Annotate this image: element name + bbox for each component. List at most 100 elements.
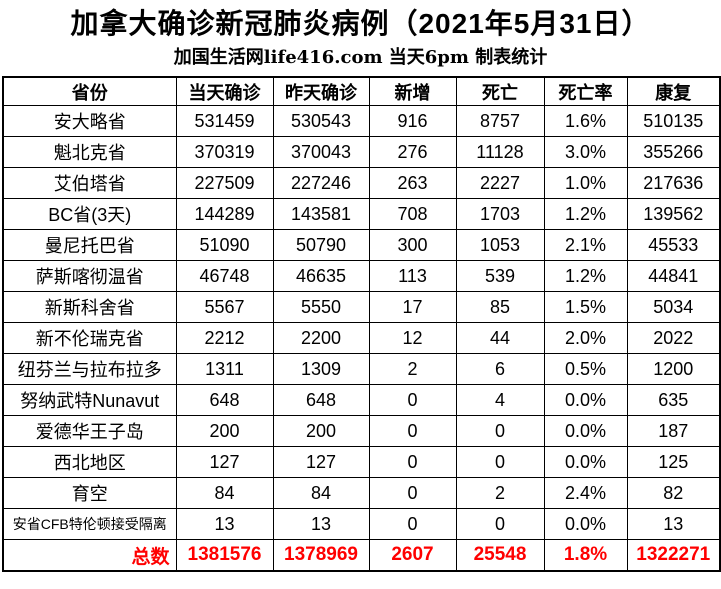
value-cell: 510135 <box>626 105 721 137</box>
value-cell: 539 <box>455 260 545 292</box>
province-name-cell: 新不伦瑞克省 <box>2 322 177 354</box>
value-cell: 50790 <box>272 229 370 261</box>
value-cell: 2.0% <box>543 322 628 354</box>
value-cell: 0 <box>455 508 545 540</box>
value-cell: 1053 <box>455 229 545 261</box>
province-name-cell: 萨斯喀彻温省 <box>2 260 177 292</box>
table-row: 安省CFB特伦顿接受隔离 13 13 0 0 0.0% 13 <box>2 508 721 540</box>
value-cell: 84 <box>175 477 274 509</box>
value-cell: 113 <box>368 260 457 292</box>
value-cell: 0.0% <box>543 415 628 447</box>
header-today-confirmed: 当天确诊 <box>175 76 274 106</box>
value-cell: 1378969 <box>272 539 370 572</box>
value-cell: 217636 <box>626 167 721 199</box>
value-cell: 708 <box>368 198 457 230</box>
header-deaths: 死亡 <box>455 76 545 106</box>
value-cell: 0 <box>368 384 457 416</box>
value-cell: 300 <box>368 229 457 261</box>
value-cell: 13 <box>272 508 370 540</box>
value-cell: 1322271 <box>626 539 721 572</box>
value-cell: 2 <box>368 353 457 385</box>
table-row: 纽芬兰与拉布拉多 1311 1309 2 6 0.5% 1200 <box>2 353 721 385</box>
header-death-rate: 死亡率 <box>543 76 628 106</box>
value-cell: 648 <box>272 384 370 416</box>
value-cell: 82 <box>626 477 721 509</box>
value-cell: 144289 <box>175 198 274 230</box>
value-cell: 0.0% <box>543 384 628 416</box>
value-cell: 125 <box>626 446 721 478</box>
value-cell: 1.0% <box>543 167 628 199</box>
province-name-cell: 新斯科舍省 <box>2 291 177 323</box>
value-cell: 2607 <box>368 539 457 572</box>
table-row: 萨斯喀彻温省 46748 46635 113 539 1.2% 44841 <box>2 260 721 292</box>
value-cell: 0.0% <box>543 446 628 478</box>
value-cell: 355266 <box>626 136 721 168</box>
table-row: 育空 84 84 0 2 2.4% 82 <box>2 477 721 509</box>
value-cell: 2227 <box>455 167 545 199</box>
value-cell: 530543 <box>272 105 370 137</box>
value-cell: 1.2% <box>543 260 628 292</box>
value-cell: 1311 <box>175 353 274 385</box>
value-cell: 0 <box>368 508 457 540</box>
value-cell: 2 <box>455 477 545 509</box>
value-cell: 200 <box>272 415 370 447</box>
table-row: 新斯科舍省 5567 5550 17 85 1.5% 5034 <box>2 291 721 323</box>
value-cell: 1309 <box>272 353 370 385</box>
header-recovered: 康复 <box>626 76 721 106</box>
value-cell: 0.0% <box>543 508 628 540</box>
value-cell: 916 <box>368 105 457 137</box>
value-cell: 1381576 <box>175 539 274 572</box>
value-cell: 3.0% <box>543 136 628 168</box>
value-cell: 2.1% <box>543 229 628 261</box>
value-cell: 17 <box>368 291 457 323</box>
value-cell: 370319 <box>175 136 274 168</box>
province-name-cell: 爱德华王子岛 <box>2 415 177 447</box>
province-name-cell: 西北地区 <box>2 446 177 478</box>
table-row: 安大略省 531459 530543 916 8757 1.6% 510135 <box>2 105 721 137</box>
value-cell: 1.8% <box>543 539 628 572</box>
header-province: 省份 <box>2 76 177 106</box>
value-cell: 2022 <box>626 322 721 354</box>
value-cell: 227509 <box>175 167 274 199</box>
value-cell: 276 <box>368 136 457 168</box>
value-cell: 85 <box>455 291 545 323</box>
value-cell: 648 <box>175 384 274 416</box>
table-row: BC省(3天) 144289 143581 708 1703 1.2% 139562 <box>2 198 721 230</box>
province-name-cell: BC省(3天) <box>2 198 177 230</box>
value-cell: 0 <box>455 446 545 478</box>
header-new-cases: 新增 <box>368 76 457 106</box>
value-cell: 25548 <box>455 539 545 572</box>
value-cell: 227246 <box>272 167 370 199</box>
value-cell: 1.5% <box>543 291 628 323</box>
table-body: 安大略省 531459 530543 916 8757 1.6% 510135 魁北克省 370… <box>2 105 721 572</box>
table-row: 新不伦瑞克省 2212 2200 12 44 2.0% 2022 <box>2 322 721 354</box>
total-label-cell: 总数 <box>2 539 177 572</box>
table-row: 努纳武特Nunavut 648 648 0 4 0.0% 635 <box>2 384 721 416</box>
value-cell: 0 <box>455 415 545 447</box>
page-subtitle: 加国生活网life416.com 当天6pm 制表统计 <box>173 47 548 68</box>
value-cell: 13 <box>175 508 274 540</box>
value-cell: 127 <box>272 446 370 478</box>
value-cell: 635 <box>626 384 721 416</box>
value-cell: 2.4% <box>543 477 628 509</box>
value-cell: 45533 <box>626 229 721 261</box>
value-cell: 2200 <box>272 322 370 354</box>
province-name-cell: 魁北克省 <box>2 136 177 168</box>
province-name-cell: 努纳武特Nunavut <box>2 384 177 416</box>
value-cell: 0.5% <box>543 353 628 385</box>
total-row: 总数 1381576 1378969 2607 25548 1.8% 1322271 <box>2 539 721 572</box>
table-row: 爱德华王子岛 200 200 0 0 0.0% 187 <box>2 415 721 447</box>
province-name-cell: 曼尼托巴省 <box>2 229 177 261</box>
value-cell: 0 <box>368 415 457 447</box>
value-cell: 2212 <box>175 322 274 354</box>
value-cell: 200 <box>175 415 274 447</box>
page-title: 加拿大确诊新冠肺炎病例（2021年5月31日） <box>70 8 651 39</box>
header-yesterday-confirmed: 昨天确诊 <box>272 76 370 106</box>
value-cell: 143581 <box>272 198 370 230</box>
value-cell: 13 <box>626 508 721 540</box>
value-cell: 1703 <box>455 198 545 230</box>
value-cell: 1.2% <box>543 198 628 230</box>
value-cell: 84 <box>272 477 370 509</box>
value-cell: 127 <box>175 446 274 478</box>
header-row: 省份 当天确诊 昨天确诊 新增 死亡 死亡率 康复 <box>2 76 721 106</box>
